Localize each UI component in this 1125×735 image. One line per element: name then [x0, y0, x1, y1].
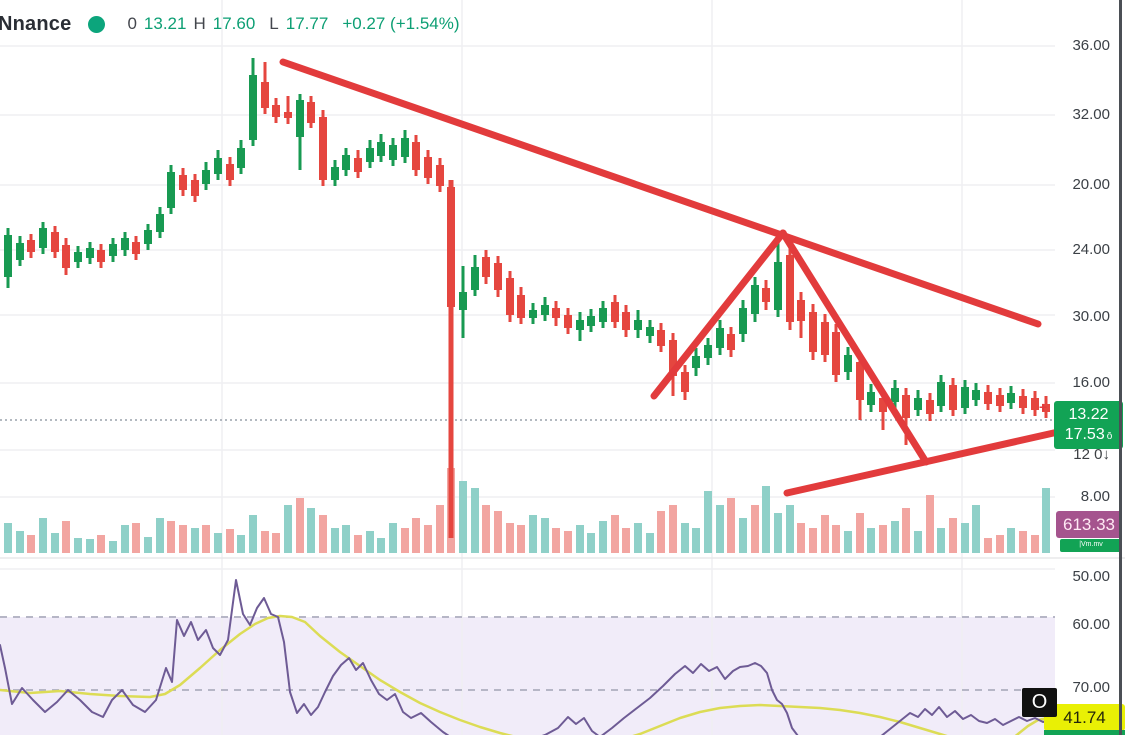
rsi-band-layer — [0, 617, 1055, 735]
ohlc-values: 0 13.21 H 17.60 L 17.77 +0.27 (+1.54%) — [127, 14, 466, 34]
volume-strip-badge: |Vm.mv — [1060, 539, 1122, 552]
current-price-badge: 13.22 17.53 ō — [1054, 401, 1123, 449]
volume-layer — [4, 468, 1050, 553]
price-axis-label: 70.00 — [1072, 679, 1110, 696]
o-marker-badge: O — [1022, 688, 1057, 717]
volume-value-badge: 613.33 — [1056, 511, 1122, 538]
countdown-suffix: ō — [1106, 431, 1113, 442]
price-axis-label: 36.00 — [1072, 37, 1110, 54]
price-axis-label: 20.00 — [1072, 176, 1110, 193]
symbol-header: Nnance 0 13.21 H 17.60 L 17.77 +0.27 (+1.5… — [0, 9, 467, 39]
price-axis-label: 16.00 — [1072, 374, 1110, 391]
high-group: H 17.60 — [193, 14, 256, 33]
price-axis-label: 8.00 — [1080, 488, 1110, 505]
change-value: +0.27 (+1.54%) — [342, 14, 460, 33]
screen-right-border — [1119, 0, 1122, 735]
candle-layer — [4, 58, 1050, 538]
price-badge-line2: 17.53 ō — [1064, 426, 1113, 443]
symbol-name: Nnance — [0, 12, 72, 35]
price-axis-label: 30.00 — [1072, 308, 1110, 325]
price-axis-label: 32.00 — [1072, 106, 1110, 123]
rsi-strip-badge — [1044, 730, 1125, 735]
price-badge-line1: 13.22 — [1068, 406, 1109, 423]
trendline-layer — [279, 58, 1062, 497]
low-group: L 17.77 — [269, 14, 329, 33]
status-dot-icon — [88, 15, 106, 33]
price-axis-label: 24.00 — [1072, 241, 1110, 258]
open-label: 0 — [127, 14, 137, 33]
plus-marker-icon: + — [1039, 399, 1048, 415]
rsi-value-badge: 41.74 — [1044, 704, 1125, 731]
price-axis-label: 50.00 — [1072, 568, 1110, 585]
open-value: 13.21 — [143, 14, 187, 33]
price-axis-label: 60.00 — [1072, 616, 1110, 633]
axis-label-behind-badge: 12 0↓ — [1073, 446, 1110, 463]
rsi-layer — [0, 579, 1060, 735]
